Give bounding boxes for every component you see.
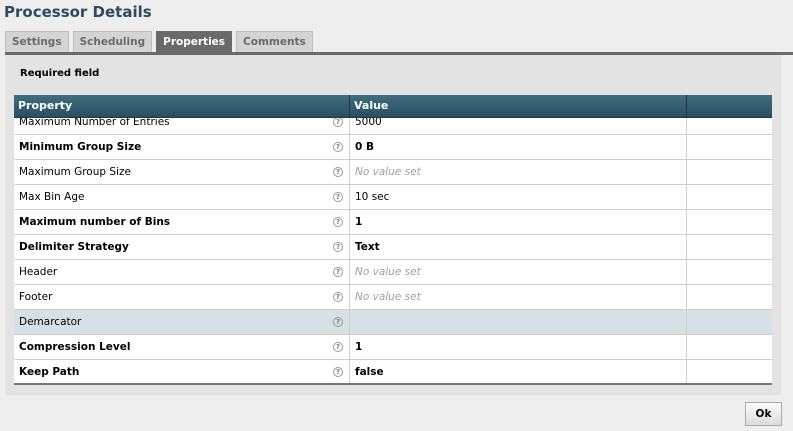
tab-divider: [5, 52, 793, 55]
help-icon[interactable]: ?: [333, 242, 343, 252]
property-name: Maximum Number of Entries?: [14, 118, 350, 134]
ok-button[interactable]: Ok: [745, 402, 782, 426]
tab-scheduling[interactable]: Scheduling: [72, 31, 153, 52]
help-icon[interactable]: ?: [333, 192, 343, 202]
tab-bar: Settings Scheduling Properties Comments: [5, 31, 313, 52]
property-value[interactable]: 1: [350, 335, 687, 359]
property-value[interactable]: [350, 310, 687, 334]
property-name: Maximum number of Bins?: [14, 210, 350, 234]
property-name: Footer?: [14, 285, 350, 309]
property-value[interactable]: 10 sec: [350, 185, 687, 209]
table-header: Property Value: [14, 95, 772, 118]
table-row[interactable]: Header? No value set: [14, 260, 772, 285]
row-actions: [687, 235, 772, 259]
property-name-text: Header: [19, 266, 58, 278]
help-icon[interactable]: ?: [333, 317, 343, 327]
row-actions: [687, 135, 772, 159]
properties-table: Property Value Maximum Number of Entries…: [14, 95, 772, 385]
table-row[interactable]: Maximum Number of Entries? 5000: [14, 118, 772, 135]
help-icon[interactable]: ?: [333, 118, 343, 127]
property-value[interactable]: No value set: [350, 260, 687, 284]
property-name: Minimum Group Size?: [14, 135, 350, 159]
row-actions: [687, 160, 772, 184]
row-actions: [687, 210, 772, 234]
dialog-title: Processor Details: [4, 3, 152, 21]
property-name: Maximum Group Size?: [14, 160, 350, 184]
table-row[interactable]: Keep Path? false: [14, 360, 772, 383]
table-row[interactable]: Demarcator?: [14, 310, 772, 335]
property-name-text: Max Bin Age: [19, 191, 85, 203]
property-name: Demarcator?: [14, 310, 350, 334]
property-value[interactable]: Text: [350, 235, 687, 259]
property-name-text: Keep Path: [19, 366, 80, 378]
table-row[interactable]: Compression Level? 1: [14, 335, 772, 360]
table-row[interactable]: Maximum number of Bins? 1: [14, 210, 772, 235]
property-name: Header?: [14, 260, 350, 284]
property-name-text: Maximum Number of Entries: [19, 118, 170, 128]
property-name-text: Maximum number of Bins: [19, 216, 171, 228]
help-icon[interactable]: ?: [333, 167, 343, 177]
property-name-text: Compression Level: [19, 341, 131, 353]
property-value[interactable]: No value set: [350, 160, 687, 184]
property-name-text: Footer: [19, 291, 53, 303]
property-name: Keep Path?: [14, 360, 350, 383]
table-row[interactable]: Delimiter Strategy? Text: [14, 235, 772, 260]
property-name-text: Demarcator: [19, 316, 82, 328]
table-row[interactable]: Maximum Group Size? No value set: [14, 160, 772, 185]
row-actions: [687, 285, 772, 309]
help-icon[interactable]: ?: [333, 217, 343, 227]
row-actions: [687, 335, 772, 359]
table-row[interactable]: Footer? No value set: [14, 285, 772, 310]
property-value[interactable]: false: [350, 360, 687, 383]
help-icon[interactable]: ?: [333, 142, 343, 152]
table-row[interactable]: Minimum Group Size? 0 B: [14, 135, 772, 160]
tab-comments[interactable]: Comments: [236, 31, 313, 52]
tab-settings[interactable]: Settings: [5, 31, 69, 52]
help-icon[interactable]: ?: [333, 292, 343, 302]
property-name-text: Maximum Group Size: [19, 166, 131, 178]
row-actions: [687, 360, 772, 383]
property-name: Max Bin Age?: [14, 185, 350, 209]
row-actions: [687, 118, 772, 134]
property-name: Compression Level?: [14, 335, 350, 359]
table-body[interactable]: Maximum Number of Entries? 5000 Minimum …: [14, 118, 772, 383]
property-value[interactable]: 5000: [350, 118, 687, 134]
property-value[interactable]: 0 B: [350, 135, 687, 159]
help-icon[interactable]: ?: [333, 342, 343, 352]
column-header-value[interactable]: Value: [350, 95, 687, 117]
column-header-property[interactable]: Property: [14, 95, 350, 117]
row-actions: [687, 185, 772, 209]
property-value[interactable]: No value set: [350, 285, 687, 309]
row-actions: [687, 310, 772, 334]
row-actions: [687, 260, 772, 284]
property-name-text: Delimiter Strategy: [19, 241, 129, 253]
required-field-note: Required field: [20, 68, 100, 79]
table-row[interactable]: Max Bin Age? 10 sec: [14, 185, 772, 210]
tab-properties[interactable]: Properties: [156, 31, 233, 52]
property-name-text: Minimum Group Size: [19, 141, 142, 153]
property-value[interactable]: 1: [350, 210, 687, 234]
column-header-actions: [687, 95, 772, 117]
property-name: Delimiter Strategy?: [14, 235, 350, 259]
help-icon[interactable]: ?: [333, 367, 343, 377]
help-icon[interactable]: ?: [333, 267, 343, 277]
